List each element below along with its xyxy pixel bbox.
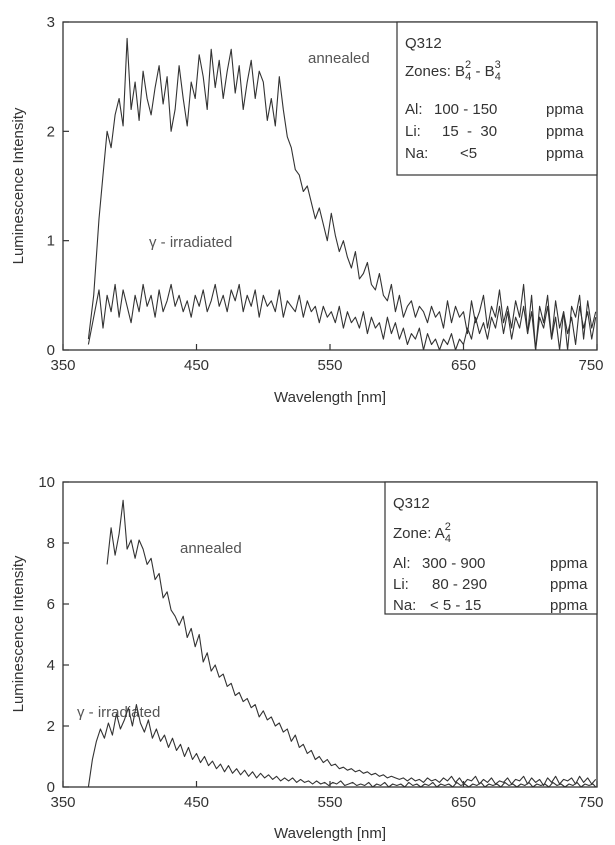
top-series-line-annealed [87, 37, 597, 351]
bottom-y-tick-label: 8 [47, 535, 55, 552]
top-x-tick-label: 450 [184, 357, 209, 374]
top-series-label-irradiated: γ - irradiated [149, 234, 232, 251]
top-legend-zone-a-sup: 2 [465, 59, 471, 71]
top-legend-zone-prefix: Zones: [405, 63, 455, 80]
top-legend: Q312 Zones: B2 4 - B3 4 Al: 100 - 150 ppma… [396, 21, 598, 176]
bottom-legend-al-unit: ppma [550, 555, 588, 572]
bottom-x-axis-label: Wavelength [nm] [274, 825, 386, 842]
top-legend-row-na: Na: <5 ppma [405, 145, 584, 162]
bottom-legend-row-li: Li: 80 - 290 ppma [393, 576, 588, 593]
bottom-series-label-annealed: annealed [180, 540, 242, 557]
bottom-legend-zone: Zone: A2 4 [393, 521, 451, 545]
top-legend-box [396, 21, 598, 176]
top-series-label-annealed: annealed [308, 50, 370, 67]
top-x-tick-label: 350 [50, 357, 75, 374]
bottom-legend-li-name: Li: [393, 576, 409, 593]
bottom-y-tick-label: 10 [38, 474, 55, 491]
bottom-y-tick-label: 0 [47, 779, 55, 796]
bottom-legend-na-range: < 5 - 15 [430, 597, 481, 614]
bottom-legend-row-na: Na: < 5 - 15 ppma [393, 597, 588, 614]
top-y-axis-label: Luminescence Intensity [10, 107, 27, 264]
top-legend-zone-b: B [485, 63, 495, 80]
top-x-axis-label: Wavelength [nm] [274, 389, 386, 406]
top-legend-row-al: Al: 100 - 150 ppma [405, 101, 584, 118]
bottom-legend-li-range: 80 - 290 [432, 576, 487, 593]
top-x-tick-label: 550 [317, 357, 342, 374]
bottom-legend-zone-a: A [435, 525, 445, 542]
bottom-legend-box [384, 481, 598, 615]
bottom-legend-sample: Q312 [393, 495, 430, 512]
top-y-tick-label: 3 [47, 14, 55, 31]
bottom-legend-row-al: Al: 300 - 900 ppma [393, 555, 588, 572]
bottom-legend-zone-a-sub: 4 [445, 533, 451, 545]
bottom-y-axis-label: Luminescence Intensity [10, 555, 27, 712]
bottom-y-tick-label: 4 [47, 657, 55, 674]
top-chart: Wavelength [nm] Luminescence Intensity Q… [10, 14, 604, 406]
top-legend-zone-a: B [455, 63, 465, 80]
top-legend-zone: Zones: B2 4 - B3 4 [405, 59, 501, 83]
bottom-x-tick-label: 450 [184, 794, 209, 811]
top-y-tick-label: 1 [47, 233, 55, 250]
top-x-tick-label: 750 [578, 357, 603, 374]
bottom-x-tick-label: 650 [451, 794, 476, 811]
top-x-tick-label: 650 [451, 357, 476, 374]
bottom-series-line-annealed [106, 499, 597, 787]
bottom-legend-al-range: 300 - 900 [422, 555, 485, 572]
top-legend-na-name: Na: [405, 145, 428, 162]
bottom-legend: Q312 Zone: A2 4 Al: 300 - 900 ppma Li: 80… [384, 481, 598, 615]
top-legend-li-unit: ppma [546, 123, 584, 140]
bottom-y-tick-label: 6 [47, 596, 55, 613]
bottom-y-tick-label: 2 [47, 718, 55, 735]
top-y-tick-label: 0 [47, 342, 55, 359]
bottom-series-line-irradiated [87, 704, 597, 788]
bottom-legend-zone-prefix: Zone: [393, 525, 435, 542]
top-legend-zone-sep: - [471, 63, 484, 80]
top-legend-al-name: Al: [405, 101, 423, 118]
top-legend-zone-b-sup: 3 [495, 59, 501, 71]
bottom-legend-al-name: Al: [393, 555, 411, 572]
top-y-tick-label: 2 [47, 123, 55, 140]
bottom-x-tick-label: 750 [578, 794, 603, 811]
top-legend-row-li: Li: 15 - 30 ppma [405, 123, 584, 140]
bottom-legend-na-unit: ppma [550, 597, 588, 614]
top-legend-na-range: <5 [460, 145, 477, 162]
bottom-chart: Wavelength [nm] Luminescence Intensity Q… [10, 474, 604, 842]
top-legend-zone-a-sub: 4 [465, 71, 471, 83]
top-legend-na-unit: ppma [546, 145, 584, 162]
bottom-legend-na-name: Na: [393, 597, 416, 614]
top-legend-li-range: 15 - 30 [442, 123, 497, 140]
bottom-x-tick-label: 350 [50, 794, 75, 811]
top-legend-al-unit: ppma [546, 101, 584, 118]
bottom-legend-zone-a-sup: 2 [445, 521, 451, 533]
top-series-line-irradiated [87, 283, 597, 351]
top-legend-zone-b-sub: 4 [495, 71, 501, 83]
top-legend-al-range: 100 - 150 [434, 101, 497, 118]
bottom-series-label-irradiated: γ - irradiated [77, 704, 160, 721]
top-legend-li-name: Li: [405, 123, 421, 140]
top-legend-sample: Q312 [405, 35, 442, 52]
bottom-legend-li-unit: ppma [550, 576, 588, 593]
bottom-x-tick-label: 550 [317, 794, 342, 811]
